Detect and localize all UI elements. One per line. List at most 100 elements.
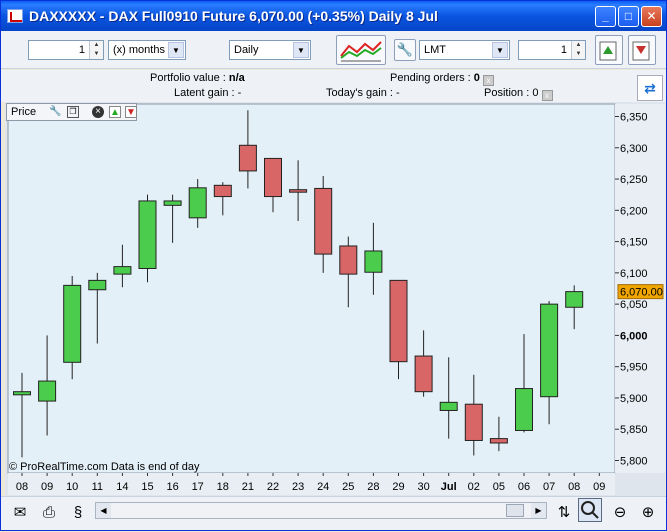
x-tick-label: 11: [92, 481, 103, 493]
stepper-arrows-icon[interactable]: ▲ ▼: [89, 41, 103, 59]
period-unit-select[interactable]: (x) months ▼: [108, 40, 186, 60]
candle-body: [515, 388, 533, 431]
x-tick-label: 08: [568, 481, 580, 493]
pending-count: 0: [473, 72, 480, 84]
y-tick-label: 6,050: [620, 299, 648, 311]
horizontal-scrollbar[interactable]: ◀ ▶: [95, 502, 547, 519]
candle-body: [289, 189, 308, 193]
x-tick-label: 23: [292, 481, 304, 493]
x-tick-label: 07: [543, 481, 555, 493]
x-tick-label: 25: [342, 481, 354, 493]
candle-body: [188, 187, 207, 219]
mail-icon[interactable]: ✉: [13, 504, 27, 521]
watchlist-icon[interactable]: ⇅: [557, 504, 571, 521]
latent-amount: -: [237, 87, 242, 99]
minimize-button[interactable]: _: [595, 6, 616, 27]
title-bar[interactable]: DAXXXXX - DAX Full0910 Future 6,070.00 (…: [1, 1, 666, 31]
y-tick-label: 6,300: [620, 143, 648, 155]
x-tick-label: 16: [166, 481, 178, 493]
scroll-right-icon[interactable]: ▶: [531, 503, 546, 518]
portfolio-amount: n/a: [228, 72, 245, 84]
x-tick-label: 05: [493, 481, 505, 493]
candle-body: [364, 250, 383, 273]
candle-body: [38, 380, 57, 402]
x-tick-label: 09: [593, 481, 605, 493]
x-tick-label: 17: [192, 481, 204, 493]
y-tick-label: 6,200: [620, 205, 648, 217]
candle-body: [88, 279, 107, 291]
position-count: 0: [532, 87, 539, 99]
sell-button[interactable]: [628, 35, 656, 65]
position-label: Position :: [484, 87, 530, 99]
y-tick-label: 5,800: [620, 455, 648, 467]
y-tick-label: 6,000: [620, 330, 648, 342]
buy-button[interactable]: [595, 35, 623, 65]
period-count-stepper[interactable]: 1 ▲ ▼: [28, 40, 104, 60]
candle-body: [540, 303, 559, 398]
zoom-select-icon[interactable]: [578, 498, 602, 522]
candle-body: [389, 279, 408, 363]
close-button[interactable]: ✕: [641, 6, 662, 27]
quantity-stepper[interactable]: 1 ▲ ▼: [518, 40, 586, 60]
quantity-value: 1: [560, 44, 567, 56]
x-tick-label: 18: [217, 481, 229, 493]
x-tick-label: 10: [66, 481, 78, 493]
candle-body: [264, 157, 282, 198]
indicators-icon: [340, 41, 382, 62]
zoom-out-icon[interactable]: ⊖: [613, 504, 627, 521]
candle-body: [238, 144, 257, 172]
pending-orders: Pending orders : 0 x: [390, 72, 494, 86]
order-settings-button[interactable]: 🔧: [394, 39, 416, 61]
indicators-button[interactable]: [336, 35, 386, 65]
candle-body: [213, 184, 232, 198]
copyright-note: © ProRealTime.com Data is end of day: [9, 461, 200, 473]
latent-label: Latent gain :: [174, 87, 235, 99]
order-type-select[interactable]: LMT ▼: [419, 40, 510, 60]
wrench-icon[interactable]: 🔧: [49, 106, 62, 117]
plot-area: [7, 103, 616, 474]
status-bar: ✉ ⎙ § ◀ ▶ ⇅ ⊖ ⊕: [1, 496, 666, 530]
scrollbar-thumb[interactable]: [506, 504, 524, 517]
pending-label: Pending orders :: [390, 72, 471, 84]
up-icon[interactable]: ▲: [109, 106, 121, 118]
interval-select[interactable]: Daily ▼: [229, 40, 311, 60]
close-position-icon[interactable]: x: [541, 90, 553, 101]
candle-body: [414, 355, 433, 393]
x-tick-label: 09: [41, 481, 53, 493]
chevron-down-icon[interactable]: ▼: [293, 42, 309, 58]
print-icon[interactable]: ⎙: [42, 504, 55, 521]
chevron-down-icon[interactable]: ▼: [168, 42, 184, 58]
todays-gain: Today's gain : -: [326, 87, 400, 99]
candle-body: [489, 438, 508, 444]
swap-chart-icon[interactable]: ⇄: [637, 75, 663, 101]
x-tick-label: 22: [267, 481, 279, 493]
x-tick-label: 06: [518, 481, 530, 493]
maximize-button[interactable]: □: [618, 6, 639, 27]
zoom-in-icon[interactable]: ⊕: [641, 504, 655, 521]
candle-body: [63, 284, 82, 363]
candle-body: [138, 200, 157, 269]
price-panel-header: Price 🔧 ❐ × ▲ ▼: [6, 103, 137, 121]
stepper-arrows-icon[interactable]: ▲ ▼: [571, 41, 585, 59]
today-amount: -: [395, 87, 400, 99]
candle-body: [314, 187, 333, 255]
window-title: DAXXXXX - DAX Full0910 Future 6,070.00 (…: [29, 8, 438, 24]
clear-pending-icon[interactable]: x: [482, 75, 494, 86]
close-icon[interactable]: ×: [92, 106, 104, 118]
app-chart-icon: [7, 9, 23, 23]
y-tick-label: 6,350: [620, 112, 648, 124]
window-icon[interactable]: ❐: [67, 106, 79, 118]
order-type-value: LMT: [424, 44, 446, 56]
candle-body: [113, 266, 132, 275]
x-tick-label: Jul: [441, 481, 457, 493]
y-tick-label: 6,100: [620, 268, 648, 280]
candle-body: [464, 403, 483, 441]
x-axis-area: [8, 473, 615, 495]
candle-body: [439, 401, 458, 411]
chevron-down-icon[interactable]: ▼: [492, 42, 508, 58]
down-icon[interactable]: ▼: [125, 106, 137, 118]
scale-icon[interactable]: §: [73, 504, 83, 521]
scroll-left-icon[interactable]: ◀: [96, 503, 111, 518]
